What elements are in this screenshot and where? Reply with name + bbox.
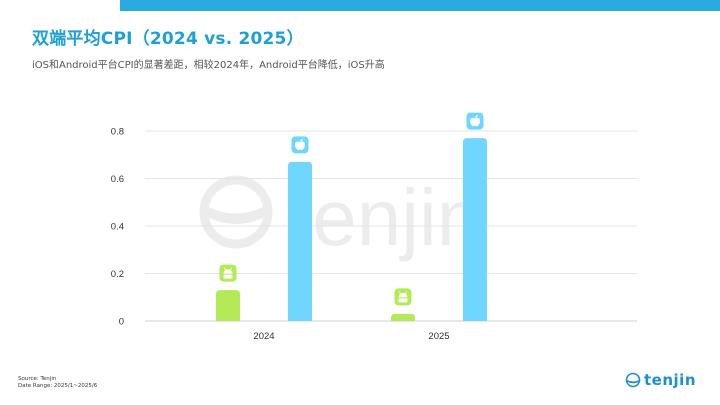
android-icon-body xyxy=(223,274,233,279)
page-title: 双端平均CPI（2024 vs. 2025） xyxy=(32,29,304,49)
page-subtitle: iOS和Android平台CPI的显著差距，相较2024年，Android平台降… xyxy=(32,60,385,71)
android-icon xyxy=(394,288,412,306)
ios-bar-2025 xyxy=(463,138,487,321)
y-axis-ticks: 0 0.2 0.4 0.6 0.8 xyxy=(111,127,124,328)
apple-icon-body xyxy=(469,117,481,127)
y-tick-label: 0 xyxy=(119,317,124,328)
android-icon-body xyxy=(398,298,408,303)
apple-icon-leaf xyxy=(300,138,303,142)
brand-logo: tenjin xyxy=(625,371,696,389)
date-range-line: Date Range: 2025/1~2025/6 xyxy=(18,383,98,389)
apple-icon-leaf xyxy=(475,114,478,119)
y-tick-label: 0.6 xyxy=(111,174,124,185)
tenjin-logo-icon xyxy=(625,372,641,388)
ios-bar-2024 xyxy=(288,161,312,321)
apple-icon xyxy=(291,136,309,154)
brand-name: tenjin xyxy=(644,371,696,389)
top-accent-bar xyxy=(0,0,720,11)
x-tick-label: 2024 xyxy=(253,331,274,342)
android-icon-antenna xyxy=(399,291,401,294)
android-bar-2024 xyxy=(216,290,240,321)
apple-icon xyxy=(466,112,484,130)
apple-icon-body xyxy=(294,141,306,150)
bar-icons xyxy=(219,112,484,306)
android-icon-antenna xyxy=(224,267,226,271)
android-icon-head xyxy=(398,292,408,298)
y-tick-label: 0.4 xyxy=(111,222,124,233)
top-bar-fill xyxy=(120,0,720,11)
android-icon-head xyxy=(223,269,233,274)
y-tick-label: 0.8 xyxy=(111,127,124,138)
android-icon-antenna xyxy=(230,267,232,271)
bars xyxy=(216,138,487,321)
x-tick-label: 2025 xyxy=(428,331,449,342)
android-icon-antenna xyxy=(405,291,407,294)
android-icon xyxy=(219,264,237,282)
y-tick-label: 0.2 xyxy=(111,269,124,280)
watermark-logo-icon xyxy=(199,175,273,249)
source-line: Source: Tenjin xyxy=(18,376,57,382)
x-axis-ticks: 2024 2025 xyxy=(253,331,449,342)
watermark: tenjin xyxy=(199,173,481,262)
source-note: Source: Tenjin Date Range: 2025/1~2025/6 xyxy=(18,376,97,390)
watermark-text: tenjin xyxy=(290,173,481,262)
top-bar-gap xyxy=(0,0,120,11)
android-bar-2025 xyxy=(391,313,415,321)
